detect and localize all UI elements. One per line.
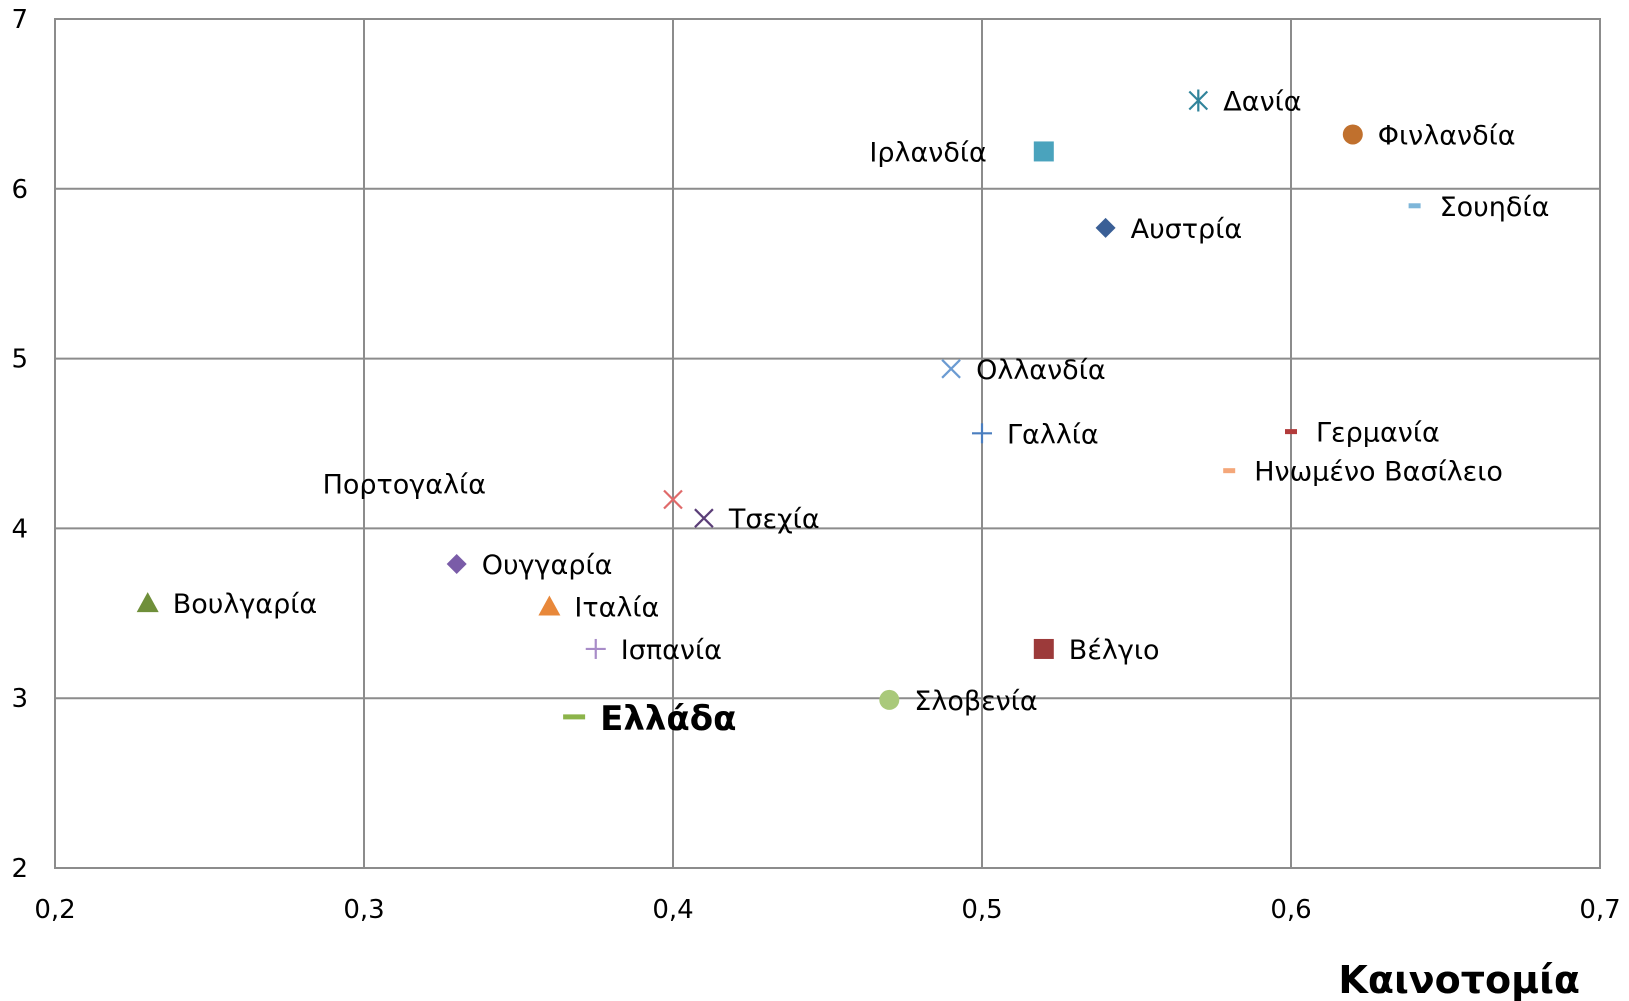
point-label: Γαλλία [1007,419,1099,450]
marker-triangle [538,595,561,616]
point-label: Αυστρία [1131,214,1243,245]
marker-x-stroke [663,489,683,510]
x-tick-label: 0,5 [961,895,1002,925]
y-tick-label: 5 [11,345,28,375]
data-point [446,554,467,575]
point-label: Σλοβενία [914,686,1037,717]
x-tick-label: 0,4 [652,895,693,925]
marker-x-stroke [941,359,961,379]
data-point [1033,141,1054,162]
data-point [972,423,992,444]
marker-triangle [136,592,159,613]
point-label: Ολλανδία [976,355,1106,386]
marker-dash [1408,203,1421,209]
point-label: Φινλανδία [1378,120,1516,151]
data-point [1285,429,1297,435]
data-point [585,638,606,659]
marker-diamond [1095,217,1116,238]
y-tick-label: 3 [11,684,28,714]
point-label: Σουηδία [1440,192,1550,223]
point-label: Βέλγιο [1069,635,1160,666]
data-point [563,714,586,720]
data-point [694,508,714,528]
x-tick-label: 0,3 [343,895,384,925]
y-tick-label: 7 [11,5,28,35]
marker-dash [1285,429,1297,435]
data-point [663,489,683,510]
marker-square [1033,638,1054,659]
data-point [1188,89,1209,112]
marker-square [1033,141,1054,162]
point-label: Βουλγαρία [173,589,318,620]
x-tick-label: 0,7 [1579,895,1620,925]
y-tick-label: 2 [11,854,28,884]
point-label: Γερμανία [1316,418,1440,449]
point-label: Τσεχία [728,504,820,535]
x-axis-title: Καινοτομία [1338,958,1580,1001]
data-point [1095,217,1116,238]
data-point [1033,638,1054,659]
point-label: Ουγγαρία [482,550,613,581]
data-point [136,592,159,613]
x-tick-label: 0,6 [1270,895,1311,925]
point-label: Ιταλία [574,593,659,624]
marker-dash [563,714,586,720]
data-point [1223,468,1236,474]
data-point [879,689,900,710]
marker-circle [879,689,900,710]
marker-circle [1342,124,1363,145]
x-tick-label: 0,2 [34,895,75,925]
marker-dash [1223,468,1236,474]
data-point [1342,124,1363,145]
point-label: Δανία [1223,87,1301,118]
marker-diamond [446,554,467,575]
plot-area [54,18,1601,869]
data-point [1408,203,1421,209]
data-point [538,595,561,616]
point-label: Ελλάδα [600,699,736,739]
point-label: Ηνωμένο Βασίλειο [1254,457,1503,488]
data-point [941,359,961,379]
point-label: Ιρλανδία [869,137,986,168]
y-tick-label: 4 [11,514,28,544]
marker-x-stroke [694,508,714,528]
point-label: Ισπανία [621,635,722,666]
y-tick-label: 6 [11,175,28,205]
point-label: Πορτογαλία [323,470,486,501]
